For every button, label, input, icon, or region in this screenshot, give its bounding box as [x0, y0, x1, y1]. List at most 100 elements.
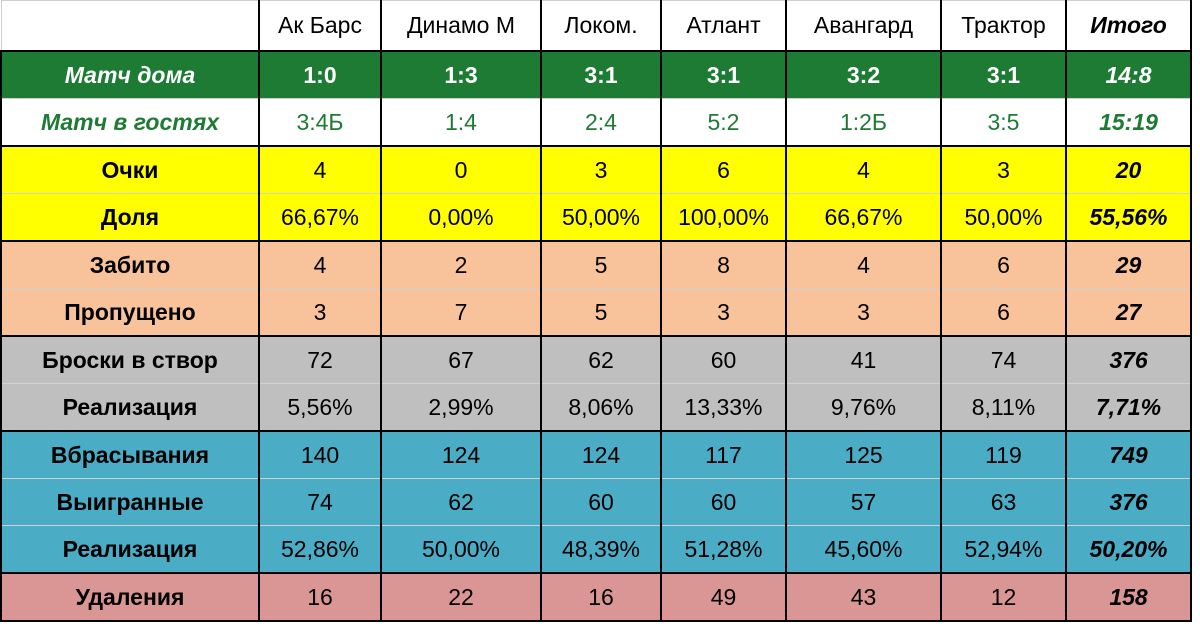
cell: 16 — [258, 572, 382, 622]
cell: 3:1 — [940, 50, 1067, 99]
cell: 20 — [1065, 145, 1192, 194]
cell: 60 — [540, 478, 662, 526]
cell: 13,33% — [660, 383, 787, 432]
cell: 0 — [380, 145, 542, 194]
cell: 100,00% — [660, 193, 787, 242]
cell: 14:8 — [1065, 50, 1192, 99]
cell: 125 — [785, 430, 942, 479]
cell: 66,67% — [258, 193, 382, 242]
cell: 158 — [1065, 572, 1192, 622]
cell: 50,00% — [540, 193, 662, 242]
cell: 0,00% — [380, 193, 542, 242]
table-body: Матч дома 1:0 1:3 3:1 3:1 3:2 3:1 14:8 Матч в го… — [0, 50, 1192, 622]
cell: 4 — [258, 240, 382, 289]
cell: 376 — [1065, 335, 1192, 384]
cell: 43 — [785, 572, 942, 622]
cell: 6 — [660, 145, 787, 194]
data-row: Матч дома 1:0 1:3 3:1 3:1 3:2 3:1 14:8 — [0, 50, 1192, 99]
data-row: Пропущено 3 7 5 3 3 6 27 — [0, 288, 1192, 337]
data-row: Выигранные 74 62 60 60 57 63 376 — [0, 478, 1192, 526]
cell: 5 — [540, 288, 662, 337]
cell: 48,39% — [540, 525, 662, 574]
row-label: Выигранные — [0, 478, 260, 526]
cell: 5 — [540, 240, 662, 289]
cell: 3 — [785, 288, 942, 337]
row-label: Забито — [0, 240, 260, 289]
cell: 1:4 — [380, 98, 542, 147]
row-label: Матч дома — [0, 50, 260, 99]
row-label: Удаления — [0, 572, 260, 622]
row-label: Реализация — [0, 383, 260, 432]
cell: 3:4Б — [258, 98, 382, 147]
cell: 55,56% — [1065, 193, 1192, 242]
row-label: Вбрасывания — [0, 430, 260, 479]
cell: 62 — [380, 478, 542, 526]
column-header: Итого — [1065, 0, 1192, 52]
row-label: Пропущено — [0, 288, 260, 337]
row-label: Очки — [0, 145, 260, 194]
cell: 50,00% — [380, 525, 542, 574]
cell: 4 — [785, 145, 942, 194]
cell: 52,86% — [258, 525, 382, 574]
data-row: Броски в створ 72 67 62 60 41 74 376 — [0, 335, 1192, 384]
cell: 67 — [380, 335, 542, 384]
cell: 9,76% — [785, 383, 942, 432]
row-label: Броски в створ — [0, 335, 260, 384]
cell: 376 — [1065, 478, 1192, 526]
cell: 6 — [940, 240, 1067, 289]
cell: 52,94% — [940, 525, 1067, 574]
cell: 51,28% — [660, 525, 787, 574]
cell: 749 — [1065, 430, 1192, 479]
cell: 60 — [660, 335, 787, 384]
cell: 3 — [940, 145, 1067, 194]
cell: 3 — [540, 145, 662, 194]
cell: 27 — [1065, 288, 1192, 337]
data-row: Очки 4 0 3 6 4 3 20 — [0, 145, 1192, 194]
cell: 29 — [1065, 240, 1192, 289]
cell: 3 — [258, 288, 382, 337]
data-row: Реализация 52,86% 50,00% 48,39% 51,28% 45,60%… — [0, 525, 1192, 574]
cell: 7 — [380, 288, 542, 337]
cell: 72 — [258, 335, 382, 384]
cell: 74 — [940, 335, 1067, 384]
cell: 7,71% — [1065, 383, 1192, 432]
row-label: Реализация — [0, 525, 260, 574]
column-header: Атлант — [660, 0, 787, 52]
cell: 3 — [660, 288, 787, 337]
cell: 57 — [785, 478, 942, 526]
cell: 16 — [540, 572, 662, 622]
corner-cell — [0, 0, 260, 52]
cell: 8 — [660, 240, 787, 289]
data-row: Реализация 5,56% 2,99% 8,06% 13,33% 9,76% 8,11… — [0, 383, 1192, 432]
cell: 1:3 — [380, 50, 542, 99]
cell: 124 — [380, 430, 542, 479]
cell: 63 — [940, 478, 1067, 526]
column-header: Динамо М — [380, 0, 542, 52]
cell: 12 — [940, 572, 1067, 622]
cell: 140 — [258, 430, 382, 479]
cell: 5:2 — [660, 98, 787, 147]
cell: 117 — [660, 430, 787, 479]
cell: 62 — [540, 335, 662, 384]
cell: 4 — [258, 145, 382, 194]
cell: 66,67% — [785, 193, 942, 242]
cell: 49 — [660, 572, 787, 622]
row-label: Доля — [0, 193, 260, 242]
cell: 2:4 — [540, 98, 662, 147]
cell: 41 — [785, 335, 942, 384]
data-row: Удаления 16 22 16 49 43 12 158 — [0, 572, 1192, 622]
cell: 3:5 — [940, 98, 1067, 147]
row-label: Матч в гостях — [0, 98, 260, 147]
column-header: Ак Барс — [258, 0, 382, 52]
column-header: Авангард — [785, 0, 942, 52]
cell: 15:19 — [1065, 98, 1192, 147]
cell: 3:2 — [785, 50, 942, 99]
cell: 50,00% — [940, 193, 1067, 242]
cell: 2 — [380, 240, 542, 289]
cell: 3:1 — [660, 50, 787, 99]
cell: 22 — [380, 572, 542, 622]
cell: 124 — [540, 430, 662, 479]
cell: 1:0 — [258, 50, 382, 99]
